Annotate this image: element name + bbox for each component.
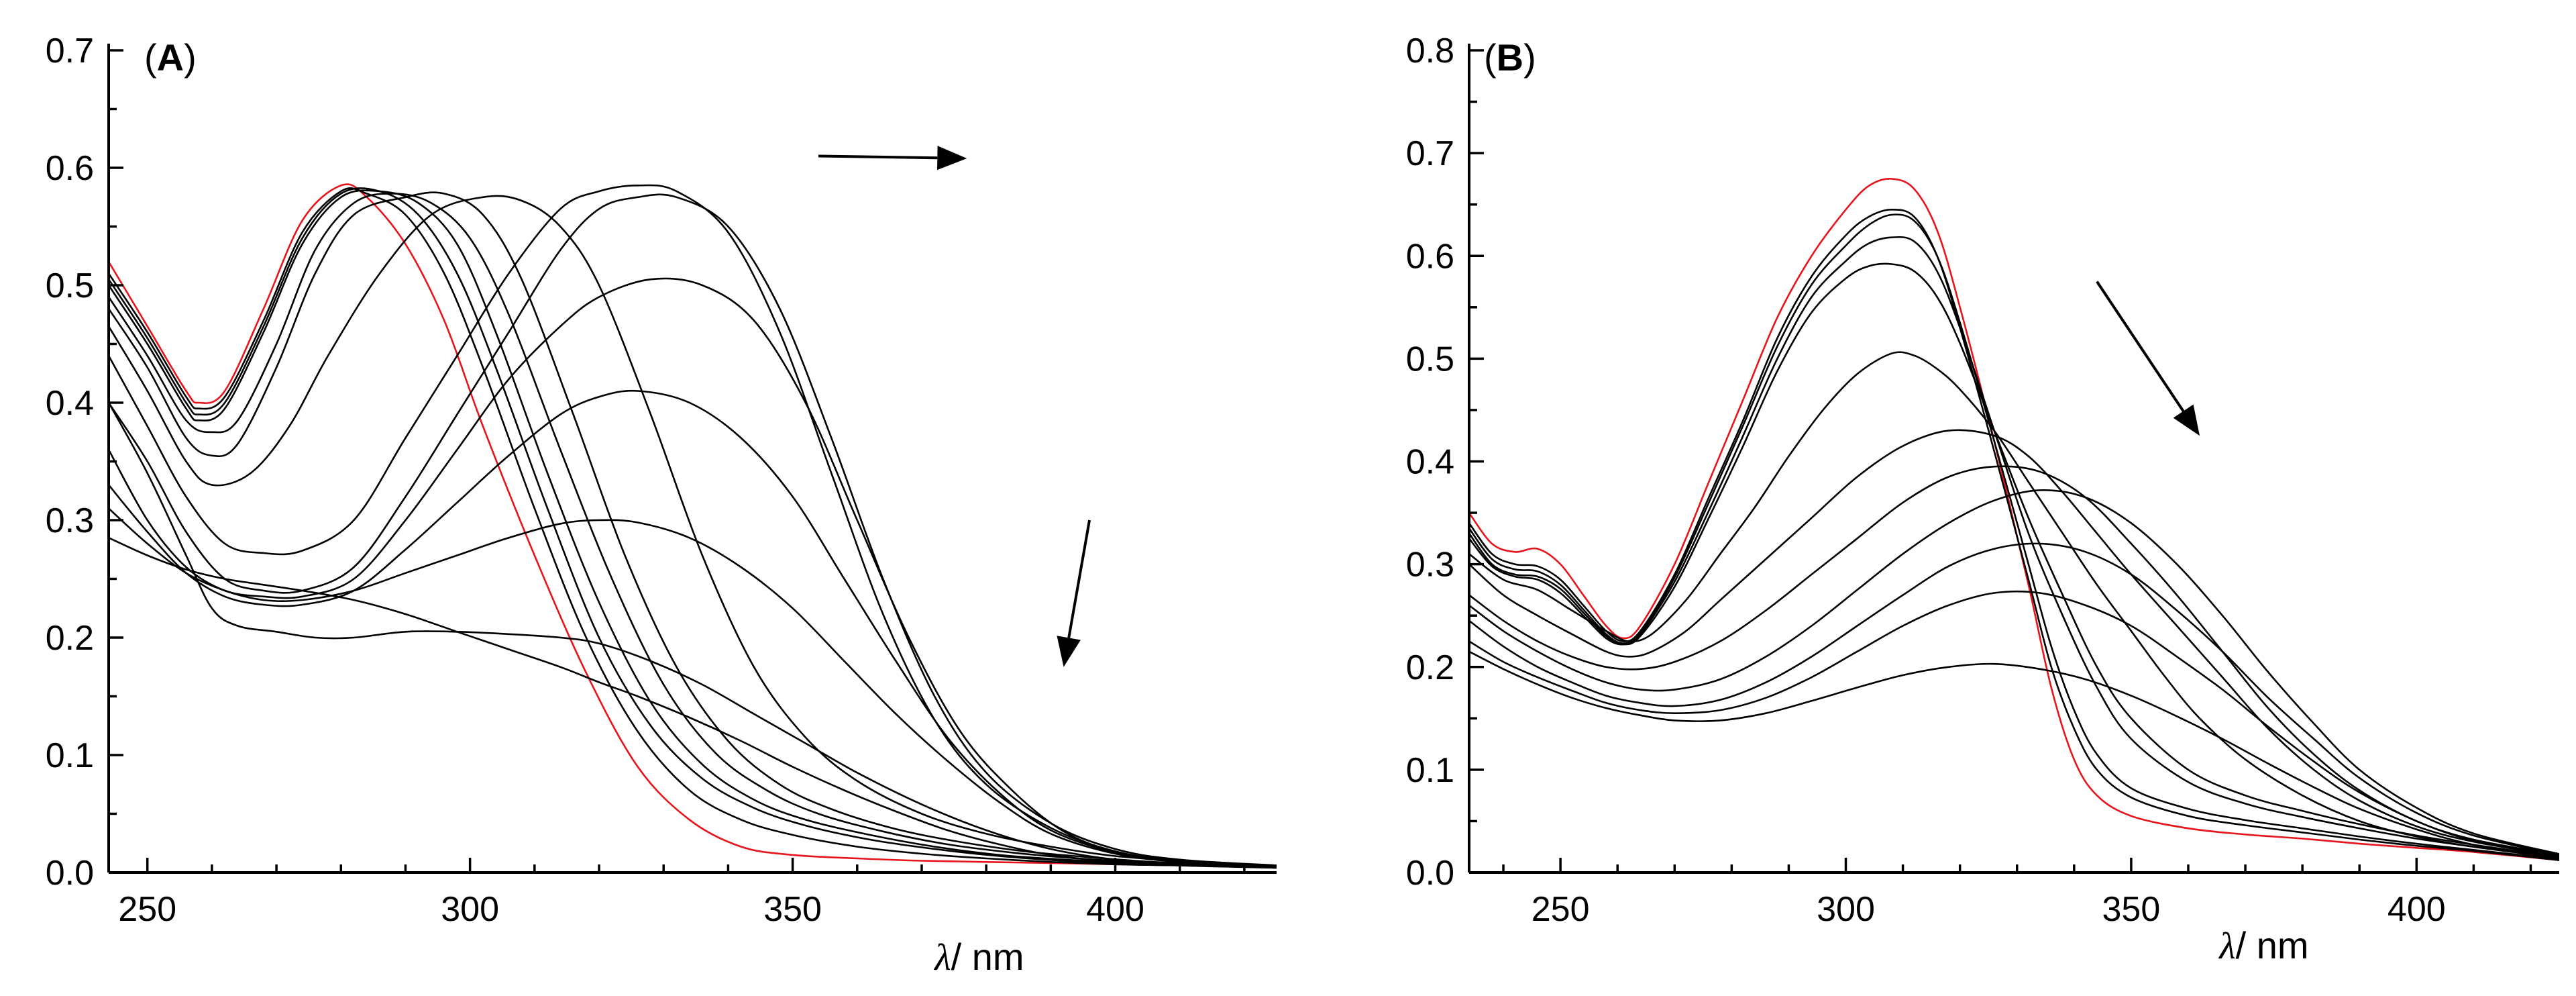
series-line-s9 (1469, 542, 2559, 856)
series-line-s13 (109, 537, 1277, 869)
arrow-down-right-shaft (2096, 281, 2185, 412)
y-tick-label: 0.2 (1406, 648, 1454, 687)
series-line-initial (1469, 178, 2559, 861)
arrow-down-right-head (2173, 404, 2200, 436)
x-tick-label: 250 (1532, 890, 1590, 929)
series-line-initial (109, 183, 1277, 868)
y-tick-label: 0.1 (1406, 751, 1454, 790)
y-tick-label: 0.8 (1406, 32, 1454, 70)
series-line-s2 (1469, 213, 2559, 860)
panel-label: (B) (1484, 36, 1536, 79)
series-group (109, 183, 1277, 869)
x-axis-title: λ/ nm (2218, 924, 2308, 967)
y-tick-label: 0.5 (1406, 340, 1454, 379)
y-tick-label: 0.3 (46, 501, 94, 540)
series-line-s8 (1469, 489, 2559, 855)
series-group (1469, 178, 2559, 861)
series-line-s4 (109, 193, 1277, 868)
panel-b: 0.0 0.1 0.2 0.3 0.4 0.5 0.6 0.7 0.8 250 300 350 400 (… (1406, 32, 2559, 967)
series-line-s1 (1469, 208, 2559, 861)
series-line-s6 (1469, 429, 2559, 857)
x-tick-label: 250 (118, 890, 176, 929)
series-line-s7 (109, 184, 1277, 866)
series-line-s8 (109, 193, 1277, 866)
y-tick-label: 0.1 (46, 736, 94, 775)
series-line-s3 (1469, 236, 2559, 859)
x-tick-label: 300 (1817, 890, 1875, 929)
series-line-s4 (1469, 262, 2559, 858)
y-tick-label: 0.7 (46, 32, 94, 70)
panel-a: 0.0 0.1 0.2 0.3 0.4 0.5 0.6 0.7 250 300 350 400 (A) λ… (46, 32, 1277, 979)
series-line-s2 (109, 187, 1277, 868)
y-tick-label: 0.7 (1406, 134, 1454, 173)
series-line-s11 (109, 507, 1277, 868)
arrow-right-head (937, 146, 967, 170)
y-tick-label: 0.6 (1406, 237, 1454, 276)
series-line-s10 (1469, 590, 2559, 858)
y-tick-label: 0.4 (1406, 443, 1454, 482)
series-line-s3 (109, 189, 1277, 868)
y-tick-label: 0.3 (1406, 546, 1454, 585)
arrow-down-shaft (1067, 519, 1091, 638)
x-tick-label: 400 (2387, 890, 2446, 929)
series-line-s12 (109, 401, 1277, 869)
x-tick-label: 350 (763, 890, 822, 929)
series-line-s6 (109, 195, 1277, 866)
arrow-down-head (1057, 636, 1081, 667)
series-line-s5 (109, 191, 1277, 866)
series-line-s10 (109, 389, 1277, 868)
x-tick-label: 400 (1086, 890, 1144, 929)
y-tick-label: 0.4 (46, 384, 94, 423)
series-line-s9 (109, 277, 1277, 866)
y-tick-label: 0.6 (46, 149, 94, 188)
y-tick-label: 0.2 (46, 619, 94, 658)
y-tick-label: 0.5 (46, 266, 94, 305)
x-axis-title: λ/ nm (933, 936, 1024, 979)
arrow-right-shaft (818, 154, 938, 160)
series-line-s5 (1469, 351, 2559, 858)
x-tick-label: 300 (441, 890, 499, 929)
series-line-s1 (109, 187, 1277, 868)
y-tick-label: 0.0 (46, 854, 94, 893)
y-tick-label: 0.0 (1406, 854, 1454, 893)
x-tick-label: 350 (2102, 890, 2161, 929)
panel-label: (A) (144, 36, 197, 79)
series-line-s11 (1469, 650, 2559, 860)
series-line-s7 (1469, 465, 2559, 856)
